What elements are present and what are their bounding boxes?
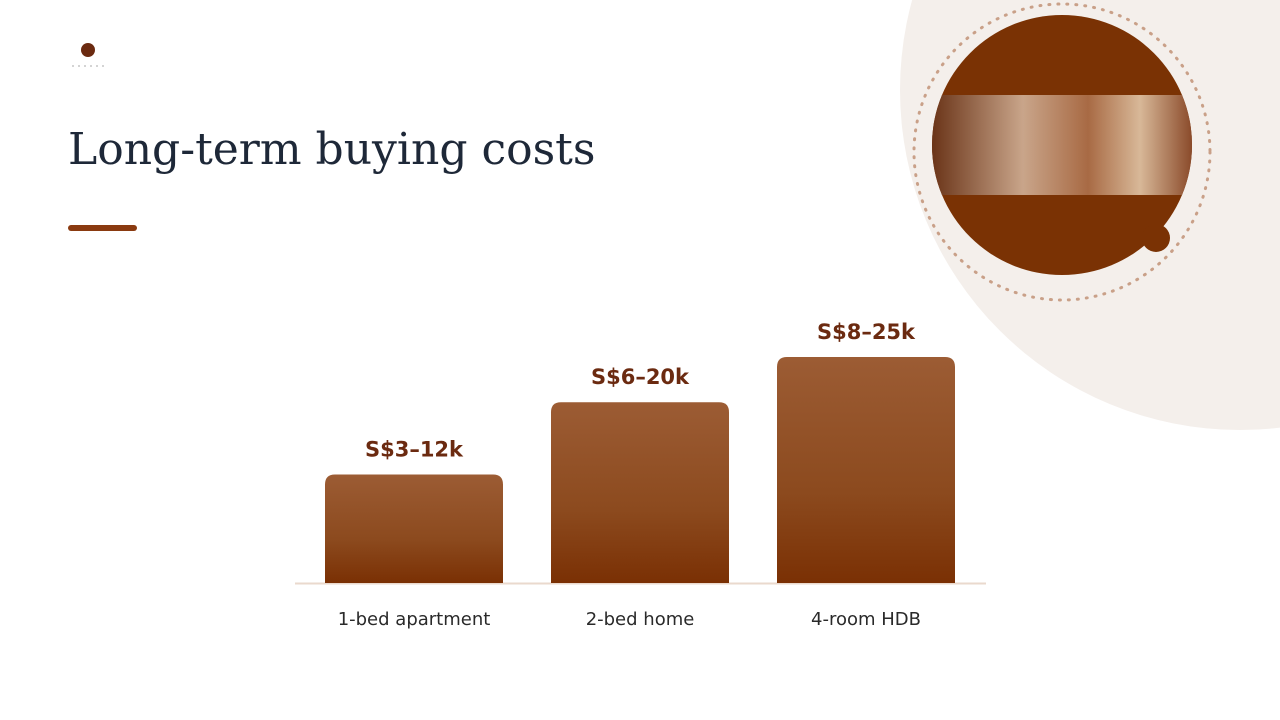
- x-tick-label: 1-bed apartment: [338, 609, 491, 630]
- bar: [551, 402, 729, 583]
- x-tick-label: 2-bed home: [586, 609, 695, 630]
- value-label: S$3–12k: [365, 438, 464, 462]
- interior-photo: [932, 95, 1192, 195]
- logo: [72, 43, 106, 67]
- bar: [777, 357, 955, 583]
- bar: [325, 474, 503, 583]
- title-underline: [68, 225, 137, 231]
- x-tick-label: 4-room HDB: [811, 609, 921, 630]
- chart-title: Long-term buying costs: [68, 124, 595, 175]
- decor-dot: [1142, 224, 1170, 252]
- value-label: S$6–20k: [591, 365, 690, 389]
- value-label: S$8–25k: [817, 320, 916, 344]
- dotted-ring: [912, 2, 1212, 302]
